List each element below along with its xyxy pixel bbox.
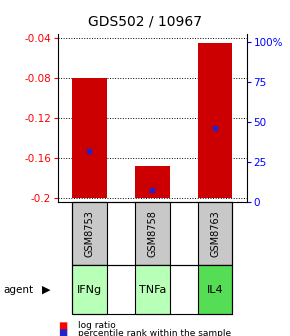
Bar (135, 265, 170, 314)
Bar (198, 202, 232, 265)
Bar (198, 43, 232, 198)
Text: IFNg: IFNg (77, 285, 102, 295)
Text: percentile rank within the sample: percentile rank within the sample (78, 329, 231, 336)
Bar (72, 202, 232, 265)
Text: GDS502 / 10967: GDS502 / 10967 (88, 15, 202, 29)
Text: GSM8763: GSM8763 (210, 210, 220, 257)
Text: ▶: ▶ (42, 285, 51, 295)
Bar (72, 78, 107, 198)
Text: agent: agent (3, 285, 33, 295)
Bar (135, 166, 170, 198)
Text: GSM8753: GSM8753 (84, 210, 95, 257)
Bar (198, 265, 232, 314)
Text: log ratio: log ratio (78, 322, 116, 330)
Text: GSM8758: GSM8758 (147, 210, 157, 257)
Bar (72, 202, 107, 265)
Bar (72, 265, 232, 314)
Text: TNFa: TNFa (139, 285, 166, 295)
Text: ■: ■ (58, 328, 67, 336)
Text: IL4: IL4 (207, 285, 223, 295)
Bar (135, 202, 170, 265)
Text: ■: ■ (58, 321, 67, 331)
Bar (72, 265, 107, 314)
